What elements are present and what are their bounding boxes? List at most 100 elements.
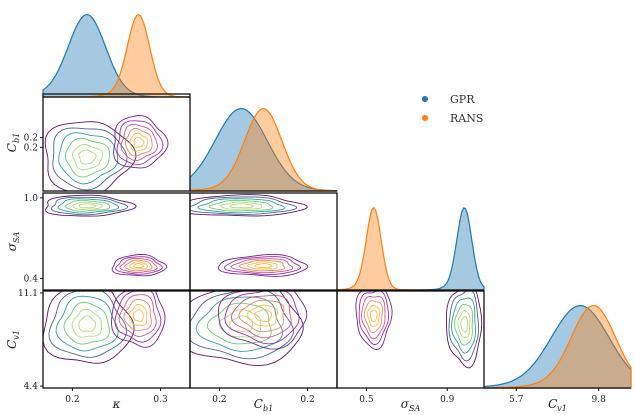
contour-cb1-sigma-gpr-level-4: [219, 201, 263, 210]
contour-kappa-cv1-gpr-level-3: [63, 301, 110, 345]
density-cv1-gpr: [483, 305, 632, 389]
xtick-label-sigma-0: 0.5: [359, 395, 374, 405]
contour-kappa-sigma-rans-level-3: [124, 259, 153, 272]
contour-kappa-cv1-rans-level-5: [132, 308, 144, 322]
contour-kappa-sigma-gpr-level-0: [45, 194, 137, 217]
contour-kappa-cb1-gpr-level-2: [58, 132, 119, 185]
contour-kappa-cv1-rans-level-2: [118, 294, 157, 337]
contour-kappa-cv1-gpr-level-2: [55, 295, 119, 352]
xtick-label-kappa-0: 0.2: [65, 395, 79, 405]
contour-kappa-cv1-gpr-level-4: [71, 308, 102, 338]
contour-cb1-cv1-gpr-level-0: [190, 291, 304, 367]
axis-label-cb1-x: Cb1: [254, 397, 273, 413]
panel-frame-kappa-sigma: [42, 192, 191, 291]
contour-kappa-cv1-rans-level-0: [111, 291, 166, 348]
xtick-label-kappa-1: 0.3: [153, 395, 168, 405]
contour-panel-kappa-cb1: [42, 93, 191, 192]
axis-label-sigma-y: σSA: [5, 232, 21, 252]
axis-labels-layer: κ Cb1 σSA Cv1 Cb1 σSA Cv1: [5, 133, 567, 413]
contour-cb1-sigma-gpr-level-1: [190, 196, 298, 215]
contour-cb1-sigma-rans-level-2: [230, 258, 294, 274]
xtick-label-cv1-0: 5.7: [509, 395, 524, 405]
contour-sigma-cv1-gpr-level-5: [460, 315, 469, 333]
contour-sigma-cv1-rans-level-4: [366, 305, 381, 327]
panel-frame-sigma-cv1: [336, 290, 485, 389]
density-panel-kappa: [42, 13, 191, 98]
contour-cb1-sigma-rans-level-0: [218, 253, 309, 277]
contour-cb1-cv1-gpr-level-5: [228, 315, 254, 333]
axis-label-cv1-x: Cv1: [548, 397, 567, 413]
contour-kappa-cb1-gpr-level-0: [44, 121, 137, 191]
legend-marker-gpr: [422, 96, 428, 102]
contour-cb1-sigma-gpr-level-5: [229, 203, 254, 209]
contour-cb1-sigma-rans-level-3: [238, 259, 286, 272]
xtick-label-sigma-1: 0.9: [440, 395, 455, 405]
contour-cb1-cv1-rans-level-4: [246, 304, 279, 327]
legend-marker-rans: [422, 115, 428, 121]
xtick-label-cb1-1: 0.2: [300, 395, 314, 405]
contour-cb1-cv1-rans-level-1: [224, 291, 300, 345]
panel-frame-kappa-cb1: [42, 93, 191, 192]
contour-sigma-cv1-gpr-level-1: [448, 291, 480, 362]
contour-sigma-cv1-rans-level-2: [361, 296, 386, 340]
contour-cb1-sigma-rans-level-4: [246, 261, 278, 270]
contour-cb1-cv1-gpr-level-4: [218, 309, 261, 338]
contour-kappa-cb1-rans-level-5: [133, 136, 145, 148]
density-panel-cv1: [483, 304, 632, 389]
contour-kappa-cv1-rans-level-1: [114, 291, 162, 343]
contour-kappa-cb1-rans-level-3: [125, 127, 153, 157]
contour-panel-kappa-sigma: [42, 192, 191, 291]
density-cv1-rans: [483, 304, 632, 389]
contour-kappa-cv1-rans-level-4: [128, 303, 148, 326]
contour-panel-sigma-cv1: [336, 290, 485, 389]
contour-kappa-sigma-rans-level-0: [111, 253, 168, 277]
contour-kappa-sigma-gpr-level-2: [57, 198, 120, 214]
contour-kappa-cb1-gpr-level-4: [71, 144, 104, 171]
contour-cb1-cv1-gpr-level-1: [190, 291, 294, 360]
contour-panel-cb1-sigma: [189, 192, 338, 291]
contour-kappa-cb1-gpr-level-3: [64, 137, 110, 178]
xtick-label-cv1-1: 9.8: [591, 395, 606, 405]
contour-kappa-sigma-gpr-level-5: [78, 203, 97, 209]
contour-cb1-cv1-gpr-level-2: [195, 296, 283, 352]
contour-kappa-cb1-rans-level-2: [120, 123, 158, 162]
ytick-label-sigma-1: 0.4: [24, 274, 39, 284]
contour-cb1-sigma-gpr-level-0: [190, 194, 308, 217]
contour-kappa-sigma-rans-level-4: [129, 261, 148, 270]
contour-cb1-sigma-rans-level-5: [254, 263, 273, 269]
contour-cb1-cv1-gpr-level-3: [206, 302, 272, 345]
legend-label-gpr: GPR: [450, 93, 475, 106]
contour-panel-kappa-cv1: [42, 290, 191, 389]
density-cb1-rans: [189, 107, 338, 192]
contour-kappa-sigma-rans-level-5: [133, 263, 145, 269]
ytick-label-sigma-0: 1.0: [24, 194, 39, 204]
contour-kappa-cb1-rans-level-1: [116, 120, 164, 166]
contour-kappa-sigma-gpr-level-3: [64, 199, 111, 212]
axis-label-sigma-x: σSA: [401, 397, 421, 413]
panel-frame-cb1-cv1: [189, 290, 338, 389]
contour-panel-cb1-cv1: [189, 290, 338, 389]
contour-cb1-cv1-rans-level-5: [254, 309, 273, 323]
panel-frame-kappa-cv1: [42, 290, 191, 389]
contour-sigma-cv1-rans-level-0: [355, 291, 393, 351]
legend: GPR RANS: [422, 93, 483, 125]
contour-kappa-sigma-rans-level-1: [115, 256, 163, 275]
xtick-label-cb1-0: 0.2: [212, 395, 226, 405]
axis-label-cb1-y: Cb1: [5, 133, 21, 152]
contour-sigma-cv1-gpr-level-3: [454, 304, 474, 346]
contour-sigma-cv1-gpr-level-0: [445, 291, 483, 369]
contour-cb1-cv1-rans-level-2: [231, 294, 292, 339]
density-panel-sigma: [336, 206, 485, 291]
contour-sigma-cv1-gpr-level-4: [457, 310, 471, 339]
contour-kappa-cv1-gpr-level-1: [48, 291, 127, 358]
density-panel-cb1: [189, 107, 338, 192]
contour-kappa-sigma-gpr-level-1: [50, 196, 129, 216]
ytick-label-cb1-1: 0.2: [24, 143, 38, 153]
panels-layer: [42, 13, 632, 389]
contour-kappa-cv1-gpr-level-0: [43, 291, 135, 364]
contour-cb1-cv1-rans-level-0: [218, 291, 308, 350]
contour-cb1-sigma-gpr-level-3: [208, 199, 274, 212]
contour-kappa-cb1-rans-level-4: [129, 132, 149, 152]
contour-sigma-cv1-rans-level-5: [369, 309, 378, 323]
